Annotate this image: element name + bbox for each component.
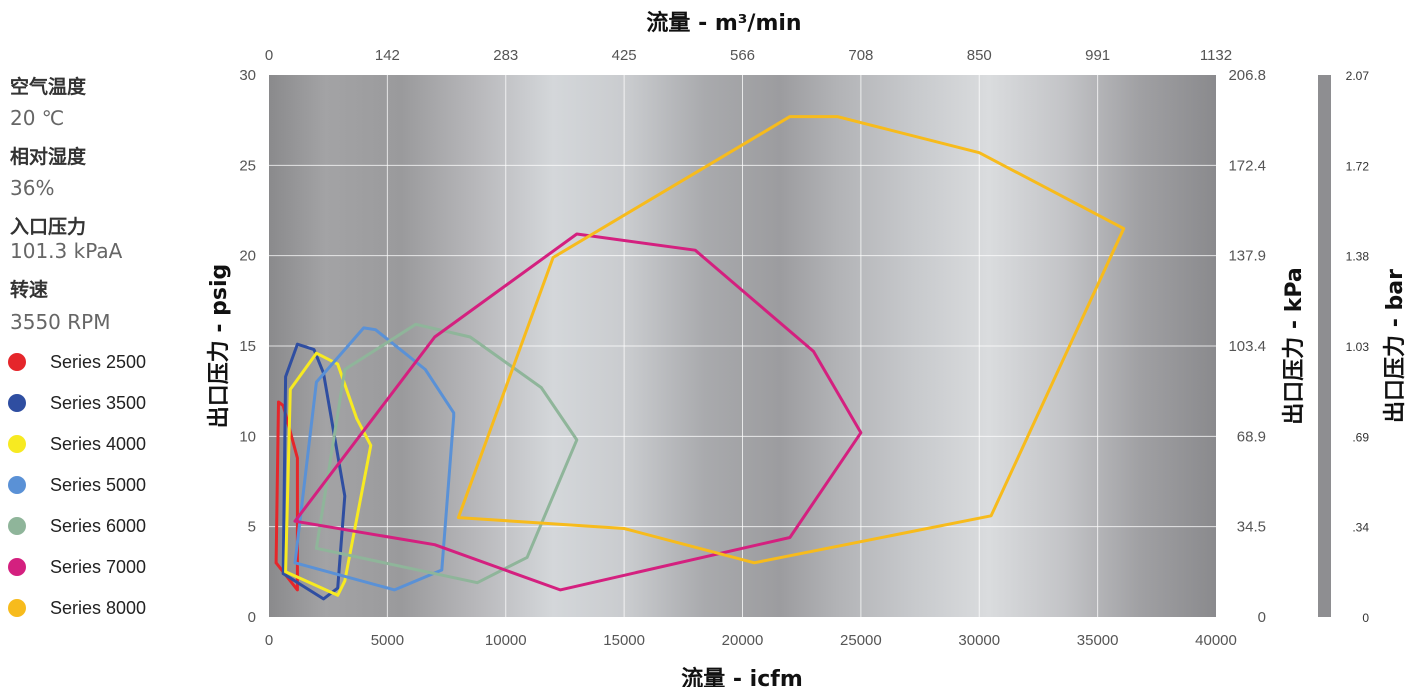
right-tick-label: 103.4 bbox=[1228, 338, 1266, 355]
legend-dot-icon bbox=[8, 558, 26, 576]
legend-dot-icon bbox=[8, 394, 26, 412]
legend-label: Series 8000 bbox=[50, 597, 147, 618]
series-line-series-7000 bbox=[293, 232, 863, 592]
tick-labels: 0 5000 10000 15000 20000 25000 30000 35000 40000… bbox=[239, 47, 1369, 649]
right-tick-label: 172.4 bbox=[1228, 157, 1266, 174]
y-axis-title: 出口压力 - psig bbox=[207, 264, 232, 429]
y-tick-label: 0 bbox=[248, 609, 256, 626]
speed-value: 3550 RPM bbox=[10, 310, 111, 334]
bar-tick-label: 1.03 bbox=[1346, 340, 1370, 354]
x-tick-label: 20000 bbox=[722, 632, 764, 649]
legend-dot-icon bbox=[8, 517, 26, 535]
series-layer bbox=[274, 115, 1126, 601]
series-line-series-4000 bbox=[284, 351, 373, 597]
y-tick-label: 25 bbox=[239, 157, 256, 174]
top-tick-label: 0 bbox=[265, 47, 273, 64]
relative-humidity-label: 相对湿度 bbox=[10, 146, 87, 168]
x-tick-label: 15000 bbox=[603, 632, 645, 649]
x-tick-label: 35000 bbox=[1077, 632, 1119, 649]
bar-tick-label: .69 bbox=[1352, 430, 1369, 444]
bar-tick-label: 2.07 bbox=[1346, 69, 1370, 83]
legend-item-series-3500: Series 3500 bbox=[8, 390, 146, 416]
legend-label: Series 3500 bbox=[50, 392, 147, 413]
x-tick-label: 40000 bbox=[1195, 632, 1237, 649]
top-tick-label: 425 bbox=[612, 47, 637, 64]
right-tick-label: 68.9 bbox=[1237, 428, 1266, 445]
legend-label: Series 6000 bbox=[50, 515, 147, 536]
bar-scale-strip bbox=[1318, 75, 1331, 617]
y-tick-label: 10 bbox=[239, 428, 256, 445]
top-axis-title: 流量 - m³/min bbox=[646, 10, 801, 36]
grid bbox=[269, 75, 1216, 617]
legend-item-series-7000: Series 7000 bbox=[8, 554, 146, 580]
right-tick-label: 34.5 bbox=[1237, 519, 1266, 536]
legend-label: Series 4000 bbox=[50, 433, 147, 454]
series-line-series-8000 bbox=[456, 115, 1126, 565]
legend-label: Series 7000 bbox=[50, 556, 147, 577]
x-tick-label: 10000 bbox=[485, 632, 527, 649]
bar-tick-label: 1.38 bbox=[1346, 250, 1370, 264]
x-tick-label: 25000 bbox=[840, 632, 882, 649]
legend-dot-icon bbox=[8, 353, 26, 371]
legend-dot-icon bbox=[8, 476, 26, 494]
x-tick-label: 0 bbox=[265, 632, 273, 649]
y-tick-label: 30 bbox=[239, 67, 256, 84]
relative-humidity-value: 36% bbox=[10, 176, 55, 200]
conditions-panel: 空气温度 20 ℃ 相对湿度 36% 入口压力 101.3 kPaA 转速 35… bbox=[0, 0, 200, 687]
x-axis-title: 流量 - icfm bbox=[681, 666, 803, 687]
legend-item-series-2500: Series 2500 bbox=[8, 349, 146, 375]
air-temperature-value: 20 ℃ bbox=[10, 106, 65, 130]
bar-tick-label: 0 bbox=[1362, 611, 1369, 625]
top-tick-label: 708 bbox=[848, 47, 873, 64]
series-line-series-5000 bbox=[293, 326, 456, 592]
x-tick-label: 5000 bbox=[371, 632, 404, 649]
right-tick-label: 0 bbox=[1258, 609, 1266, 626]
bar-tick-label: 1.72 bbox=[1346, 159, 1370, 173]
top-tick-label: 566 bbox=[730, 47, 755, 64]
right-tick-label: 206.8 bbox=[1228, 67, 1266, 84]
legend-dot-icon bbox=[8, 599, 26, 617]
right-tick-label: 137.9 bbox=[1228, 248, 1266, 265]
x-tick-label: 30000 bbox=[958, 632, 1000, 649]
legend-label: Series 2500 bbox=[50, 351, 147, 372]
legend-item-series-8000: Series 8000 bbox=[8, 595, 146, 621]
y-tick-label: 5 bbox=[248, 519, 256, 536]
legend-dot-icon bbox=[8, 435, 26, 453]
y-tick-label: 20 bbox=[239, 248, 256, 265]
speed-label: 转速 bbox=[10, 279, 49, 301]
legend-label: Series 5000 bbox=[50, 474, 147, 495]
legend-item-series-6000: Series 6000 bbox=[8, 513, 146, 539]
top-tick-label: 283 bbox=[493, 47, 518, 64]
far-right-axis-title: 出口压力 - bar bbox=[1383, 269, 1406, 423]
right-axis-title: 出口压力 - kPa bbox=[1282, 267, 1307, 424]
series-line-series-6000 bbox=[314, 322, 579, 585]
bar-tick-label: .34 bbox=[1352, 521, 1369, 535]
legend-item-series-4000: Series 4000 bbox=[8, 431, 146, 457]
top-tick-label: 850 bbox=[967, 47, 992, 64]
inlet-pressure-value: 101.3 kPaA bbox=[10, 239, 123, 263]
top-tick-label: 991 bbox=[1085, 47, 1110, 64]
top-tick-label: 1132 bbox=[1200, 47, 1232, 64]
legend-item-series-5000: Series 5000 bbox=[8, 472, 146, 498]
y-tick-label: 15 bbox=[239, 338, 256, 355]
inlet-pressure-label: 入口压力 bbox=[10, 216, 87, 238]
top-tick-label: 142 bbox=[375, 47, 400, 64]
air-temperature-label: 空气温度 bbox=[10, 76, 87, 98]
